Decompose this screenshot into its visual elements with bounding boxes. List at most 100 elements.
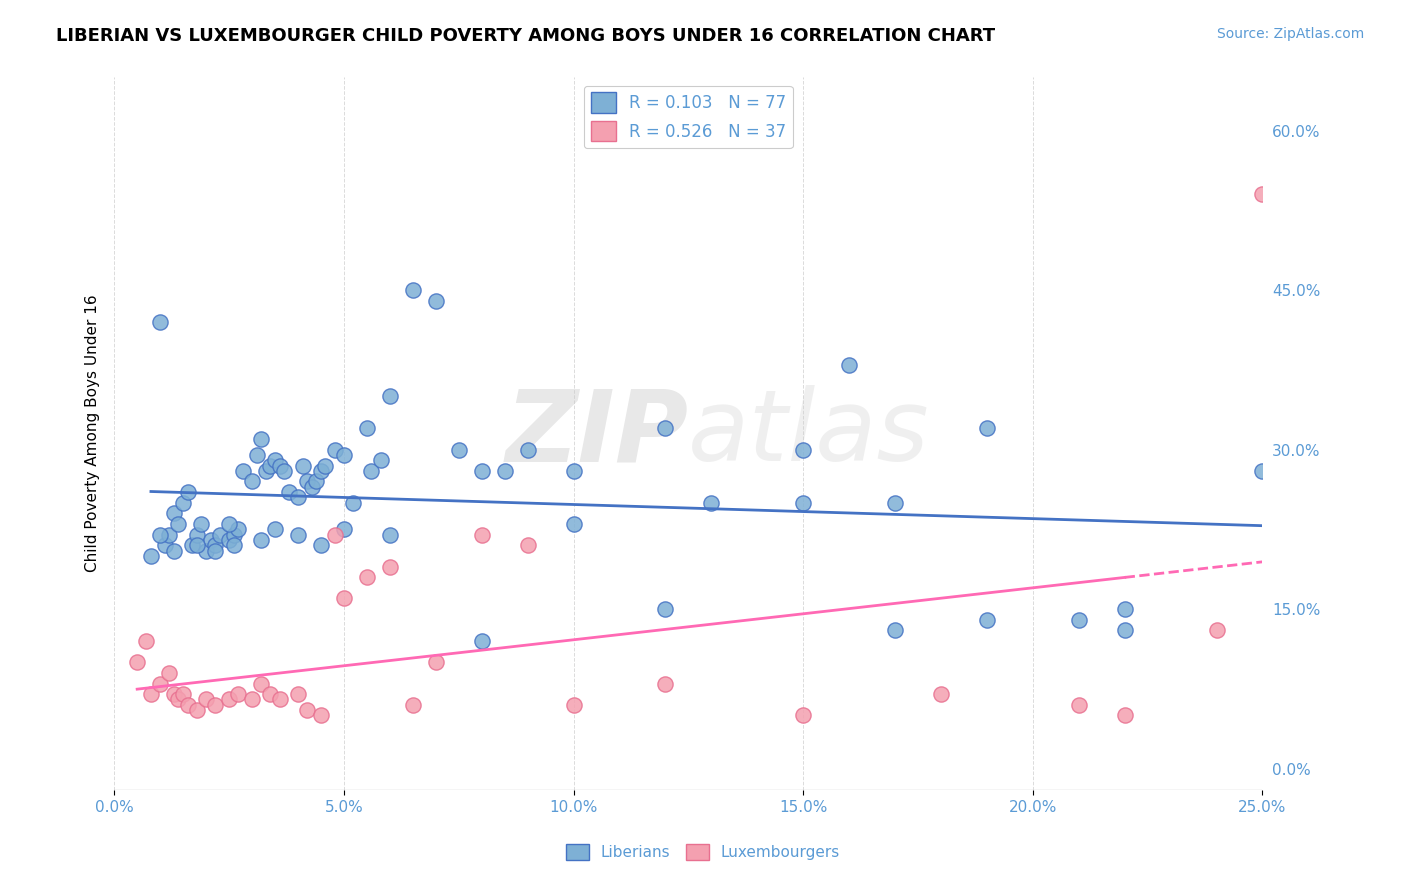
Point (378, 389, 401, 403)
Point (654, 676, 676, 690)
Point (287, 491, 309, 505)
Point (222, 527, 245, 541)
Point (204, 543, 226, 558)
Point (163, 507, 186, 521)
Point (264, 522, 287, 536)
Point (309, 538, 332, 552)
Point (181, 538, 204, 552)
Point (309, 708, 332, 723)
Point (471, 464, 494, 478)
Point (1114, 602, 1136, 616)
Point (295, 475, 318, 489)
Point (291, 458, 314, 473)
Point (356, 570, 378, 584)
Point (139, 549, 162, 563)
Point (186, 527, 208, 541)
Point (208, 527, 231, 541)
Point (157, 665, 180, 680)
Point (976, 421, 998, 435)
Point (378, 527, 401, 541)
Point (190, 516, 212, 531)
Point (240, 692, 263, 706)
Point (250, 533, 273, 547)
Point (139, 687, 162, 701)
Y-axis label: Child Poverty Among Boys Under 16: Child Poverty Among Boys Under 16 (86, 295, 100, 573)
Point (792, 496, 814, 510)
Point (245, 448, 267, 462)
Point (976, 613, 998, 627)
Point (562, 464, 585, 478)
Point (222, 538, 245, 552)
Point (333, 591, 356, 606)
Point (1114, 708, 1136, 723)
Point (250, 432, 273, 446)
Point (838, 358, 860, 372)
Point (402, 283, 425, 297)
Point (254, 464, 277, 478)
Point (195, 543, 218, 558)
Point (1114, 624, 1136, 638)
Point (1251, 464, 1274, 478)
Point (929, 687, 952, 701)
Point (471, 527, 494, 541)
Point (232, 464, 254, 478)
Point (360, 464, 382, 478)
Point (342, 496, 364, 510)
Point (163, 687, 186, 701)
Point (226, 522, 249, 536)
Point (562, 698, 585, 712)
Point (186, 703, 208, 717)
Point (149, 676, 172, 690)
Point (172, 687, 194, 701)
Point (218, 692, 240, 706)
Point (562, 516, 585, 531)
Point (402, 698, 425, 712)
Point (516, 538, 538, 552)
Point (250, 676, 273, 690)
Point (157, 527, 180, 541)
Point (153, 538, 176, 552)
Point (269, 692, 291, 706)
Text: ZIP: ZIP (505, 385, 689, 483)
Point (301, 480, 323, 494)
Point (305, 475, 328, 489)
Point (792, 708, 814, 723)
Point (323, 442, 346, 457)
Point (259, 687, 281, 701)
Point (884, 624, 907, 638)
Point (176, 698, 198, 712)
Point (163, 543, 186, 558)
Point (333, 448, 356, 462)
Point (172, 496, 194, 510)
Point (323, 527, 346, 541)
Point (447, 442, 470, 457)
Point (204, 538, 226, 552)
Point (884, 496, 907, 510)
Point (176, 485, 198, 500)
Point (218, 516, 240, 531)
Point (314, 458, 336, 473)
Point (370, 453, 392, 467)
Point (200, 533, 222, 547)
Point (1251, 187, 1274, 202)
Text: LIBERIAN VS LUXEMBOURGER CHILD POVERTY AMONG BOYS UNDER 16 CORRELATION CHART: LIBERIAN VS LUXEMBOURGER CHILD POVERTY A… (56, 27, 995, 45)
Point (195, 692, 218, 706)
Point (287, 687, 309, 701)
Point (378, 559, 401, 574)
Point (471, 634, 494, 648)
Point (167, 516, 190, 531)
Point (309, 464, 332, 478)
Point (1067, 613, 1090, 627)
Legend: Liberians, Luxembourgers: Liberians, Luxembourgers (560, 838, 846, 866)
Point (149, 527, 172, 541)
Point (264, 453, 287, 467)
Text: atlas: atlas (689, 385, 929, 483)
Text: Source: ZipAtlas.com: Source: ZipAtlas.com (1216, 27, 1364, 41)
Point (356, 421, 378, 435)
Point (277, 485, 299, 500)
Point (167, 692, 190, 706)
Point (654, 602, 676, 616)
Point (127, 655, 149, 669)
Point (700, 496, 723, 510)
Point (516, 442, 538, 457)
